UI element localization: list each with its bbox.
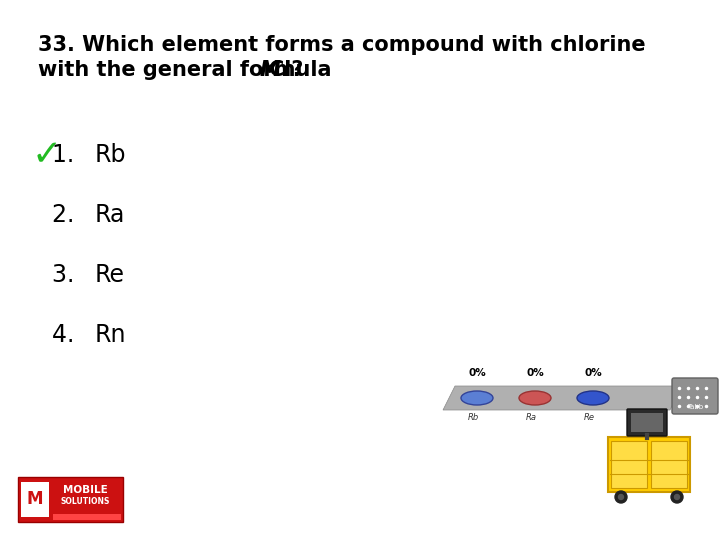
Polygon shape [443,386,682,410]
Circle shape [675,495,680,500]
Text: Rn: Rn [95,323,127,347]
Text: M: M [260,60,281,80]
Text: Cl?: Cl? [269,60,303,80]
FancyBboxPatch shape [611,441,647,488]
Text: Ra: Ra [95,203,125,227]
Ellipse shape [577,391,609,405]
FancyBboxPatch shape [608,437,690,492]
Text: M: M [27,490,43,508]
Text: Re: Re [583,413,595,422]
Circle shape [671,491,683,503]
Text: Tabb: Tabb [687,404,703,410]
Text: 2.: 2. [52,203,89,227]
Ellipse shape [461,391,493,405]
Text: ✓: ✓ [32,138,62,172]
Text: 1.: 1. [52,143,89,167]
Text: 0%: 0% [526,368,544,378]
Text: 0%: 0% [468,368,486,378]
Text: Rb: Rb [467,413,479,422]
Ellipse shape [519,391,551,405]
FancyBboxPatch shape [651,441,687,488]
FancyBboxPatch shape [631,413,663,432]
Text: 4.: 4. [52,323,89,347]
FancyBboxPatch shape [627,409,667,436]
Text: 33. Which element forms a compound with chlorine: 33. Which element forms a compound with … [38,35,646,55]
FancyBboxPatch shape [21,482,49,517]
Text: Re: Re [95,263,125,287]
Circle shape [618,495,624,500]
FancyBboxPatch shape [672,378,718,414]
Text: MOBILE: MOBILE [63,485,107,495]
Circle shape [615,491,627,503]
Text: with the general formula: with the general formula [38,60,338,80]
Text: 0%: 0% [584,368,602,378]
Text: SOLUTIONS: SOLUTIONS [60,497,109,507]
Text: 3.: 3. [52,263,89,287]
Text: Rb: Rb [95,143,127,167]
Text: Ra: Ra [526,413,536,422]
FancyBboxPatch shape [18,477,123,522]
FancyBboxPatch shape [53,514,121,520]
